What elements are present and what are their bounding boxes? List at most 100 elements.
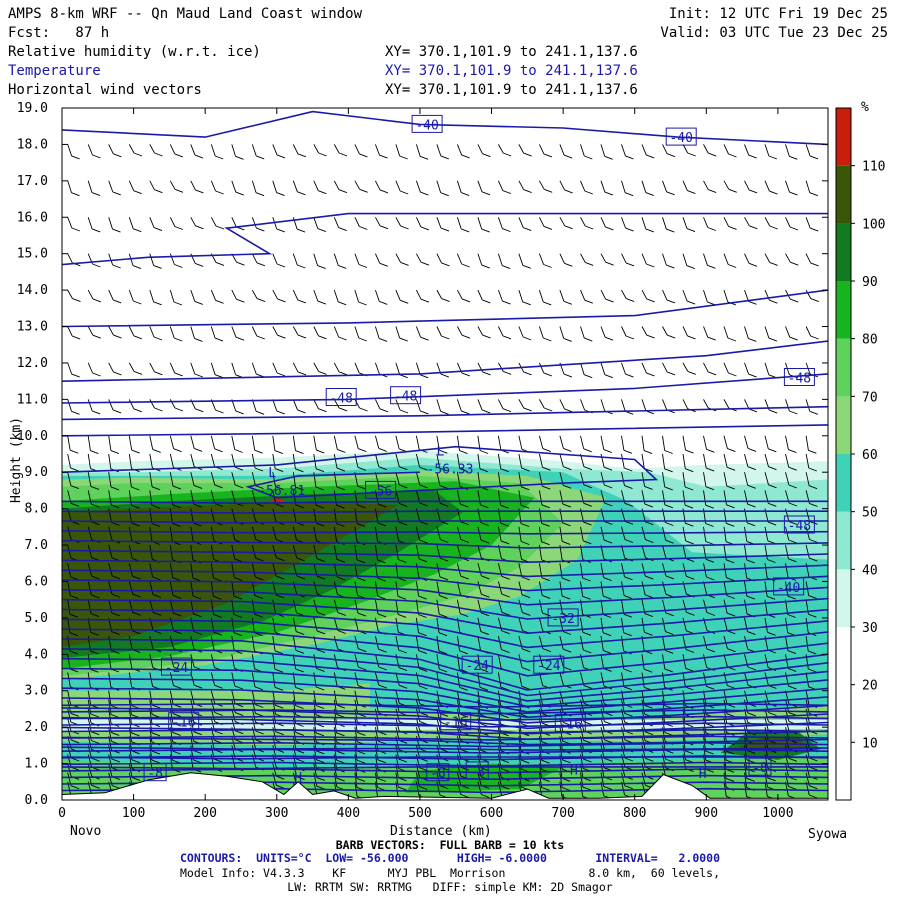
- wind-barb: [210, 180, 224, 195]
- barb-flag: [748, 189, 758, 194]
- barb-shaft: [764, 654, 769, 668]
- barb-shaft: [374, 180, 381, 191]
- barb-flag: [254, 595, 264, 600]
- barb-shaft: [169, 217, 176, 227]
- barb-flag: [295, 504, 304, 509]
- barb-shaft: [231, 526, 236, 541]
- wind-barb: [744, 326, 757, 342]
- contour-label-box: [143, 763, 167, 782]
- y-tick-label: 7.0: [25, 538, 48, 553]
- barb-shaft: [682, 453, 686, 469]
- barb-flag: [91, 228, 101, 233]
- barb-shaft: [313, 326, 319, 336]
- barb-flag: [378, 666, 387, 671]
- contour-label: -16: [440, 712, 472, 731]
- barb-shaft: [703, 217, 709, 228]
- barb-shaft: [210, 508, 215, 523]
- barb-flag: [316, 750, 325, 755]
- barb-shaft: [662, 399, 668, 410]
- barb-flag: [644, 613, 653, 618]
- barb-shaft: [190, 563, 194, 579]
- barb-flag: [441, 298, 450, 303]
- barb-shaft: [128, 253, 134, 266]
- barb-flag: [481, 191, 491, 196]
- barb-shaft: [477, 144, 483, 154]
- barb-flag: [726, 559, 735, 564]
- barb-shaft: [744, 472, 749, 486]
- wind-barb: [703, 490, 714, 509]
- barb-flag: [746, 595, 755, 600]
- barb-shaft: [764, 144, 770, 157]
- barb-shaft: [128, 508, 133, 524]
- barb-shaft: [292, 435, 296, 451]
- barb-flag: [70, 467, 79, 472]
- wind-barb: [723, 435, 736, 453]
- wind-barb: [703, 635, 716, 653]
- barb-shaft: [764, 545, 768, 560]
- wind-barb: [805, 399, 818, 415]
- wind-barb: [395, 672, 408, 689]
- wind-barb: [67, 617, 79, 637]
- temp-contour: [62, 628, 828, 677]
- barb-flag: [789, 336, 798, 341]
- colorbar-label: 60: [862, 448, 878, 463]
- barb-shaft: [210, 362, 216, 375]
- barb-flag: [214, 502, 223, 507]
- wind-barb: [374, 545, 386, 564]
- wind-barb: [559, 289, 573, 305]
- barb-flag: [379, 300, 388, 305]
- barb-flag: [172, 713, 182, 718]
- barb-flag: [563, 648, 572, 653]
- barb-flag: [438, 650, 448, 655]
- barb-flag: [256, 298, 266, 303]
- barb-shaft: [313, 526, 317, 541]
- wind-barb: [580, 217, 594, 230]
- wind-barb: [210, 599, 222, 618]
- temp-contour: [62, 748, 828, 754]
- barb-shaft: [682, 617, 687, 631]
- wind-barb: [210, 435, 223, 453]
- contour-label: -48: [325, 388, 357, 407]
- barb-flag: [378, 648, 387, 653]
- barb-shaft: [723, 144, 729, 155]
- barb-flag: [726, 612, 736, 617]
- barb-shaft: [805, 326, 812, 337]
- barb-shaft: [436, 599, 440, 615]
- barb-shaft: [764, 526, 769, 541]
- wind-barb: [580, 180, 593, 195]
- x-tick-label: 900: [695, 806, 718, 821]
- barb-shaft: [538, 453, 543, 468]
- barb-shaft: [292, 508, 297, 523]
- barb-flag: [440, 785, 449, 790]
- wind-barb: [436, 399, 449, 415]
- barb-shaft: [251, 508, 257, 522]
- barb-shaft: [785, 180, 790, 193]
- barb-shaft: [703, 289, 708, 303]
- barb-flag: [460, 575, 469, 580]
- barb-shaft: [67, 217, 73, 229]
- wind-barb: [251, 289, 266, 303]
- barb-flag: [397, 577, 407, 582]
- barb-shaft: [87, 399, 93, 412]
- wind-barb: [621, 581, 633, 600]
- barb-shaft: [682, 289, 688, 302]
- barb-flag: [154, 407, 163, 412]
- barb-flag: [768, 448, 777, 453]
- wind-barb: [149, 180, 163, 194]
- barb-flag: [520, 759, 530, 764]
- barb-flag: [459, 468, 468, 473]
- barb-shaft: [497, 636, 502, 650]
- barb-shaft: [272, 472, 276, 487]
- barb-flag: [685, 558, 695, 563]
- barb-shaft: [436, 289, 442, 299]
- barb-flag: [585, 261, 594, 266]
- barb-flag: [460, 794, 469, 798]
- wind-barb: [272, 453, 284, 473]
- wind-barb: [682, 545, 695, 563]
- barb-flag: [440, 373, 450, 378]
- barb-shaft: [251, 253, 258, 264]
- barb-flag: [358, 264, 368, 268]
- barb-shaft: [354, 599, 359, 614]
- wind-barb: [456, 399, 470, 415]
- barb-shaft: [580, 253, 586, 263]
